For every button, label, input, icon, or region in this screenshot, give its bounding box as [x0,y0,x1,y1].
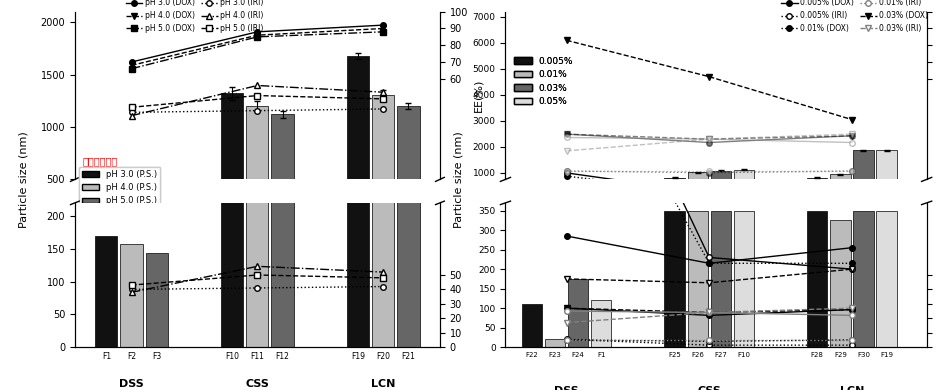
Bar [347,0,369,347]
Text: DSS: DSS [554,386,579,390]
Text: Particle size (nm): Particle size (nm) [454,131,463,228]
Bar [734,170,754,199]
Bar [221,94,243,232]
Bar [398,0,419,347]
Bar [121,215,142,232]
Text: 평균입자크기: 평균입자크기 [82,156,117,166]
Y-axis label: EE(%): EE(%) [474,79,484,112]
Bar [830,220,851,347]
Bar [710,171,731,199]
Bar [568,279,589,347]
Bar [876,150,897,199]
Bar [95,214,117,232]
Bar [876,211,897,347]
Bar [271,114,294,232]
Bar [688,211,708,347]
Bar [665,211,685,347]
Bar [246,106,269,232]
Bar [710,211,731,347]
Bar [221,0,243,347]
Bar [830,174,851,199]
Bar [854,150,873,199]
Bar [271,0,294,347]
Bar [146,217,168,232]
Bar [545,339,565,347]
Bar [591,300,611,347]
Bar [734,211,754,347]
Bar [373,94,394,232]
Bar [854,211,873,347]
Text: LCN: LCN [840,386,864,390]
Bar [246,0,269,347]
Bar [521,304,542,347]
Bar [347,56,369,232]
Bar [688,172,708,199]
Bar [398,106,419,232]
Text: DSS: DSS [119,379,144,388]
Legend: 0.005%, 0.01%, 0.03%, 0.05%: 0.005%, 0.01%, 0.03%, 0.05% [510,53,577,110]
Bar [807,177,827,199]
Text: LCN: LCN [371,379,396,388]
Bar [373,0,394,347]
Bar [121,244,142,347]
Text: CSS: CSS [245,379,270,388]
Bar [146,254,168,347]
Legend: pH 3.0 (P.S.), pH 4.0 (P.S.), pH 5.0 (P.S.): pH 3.0 (P.S.), pH 4.0 (P.S.), pH 5.0 (P.… [79,167,160,209]
Text: CSS: CSS [697,386,721,390]
Bar [95,236,117,347]
Bar [665,177,685,199]
Text: Particle size (nm): Particle size (nm) [19,131,28,228]
Bar [807,211,827,347]
